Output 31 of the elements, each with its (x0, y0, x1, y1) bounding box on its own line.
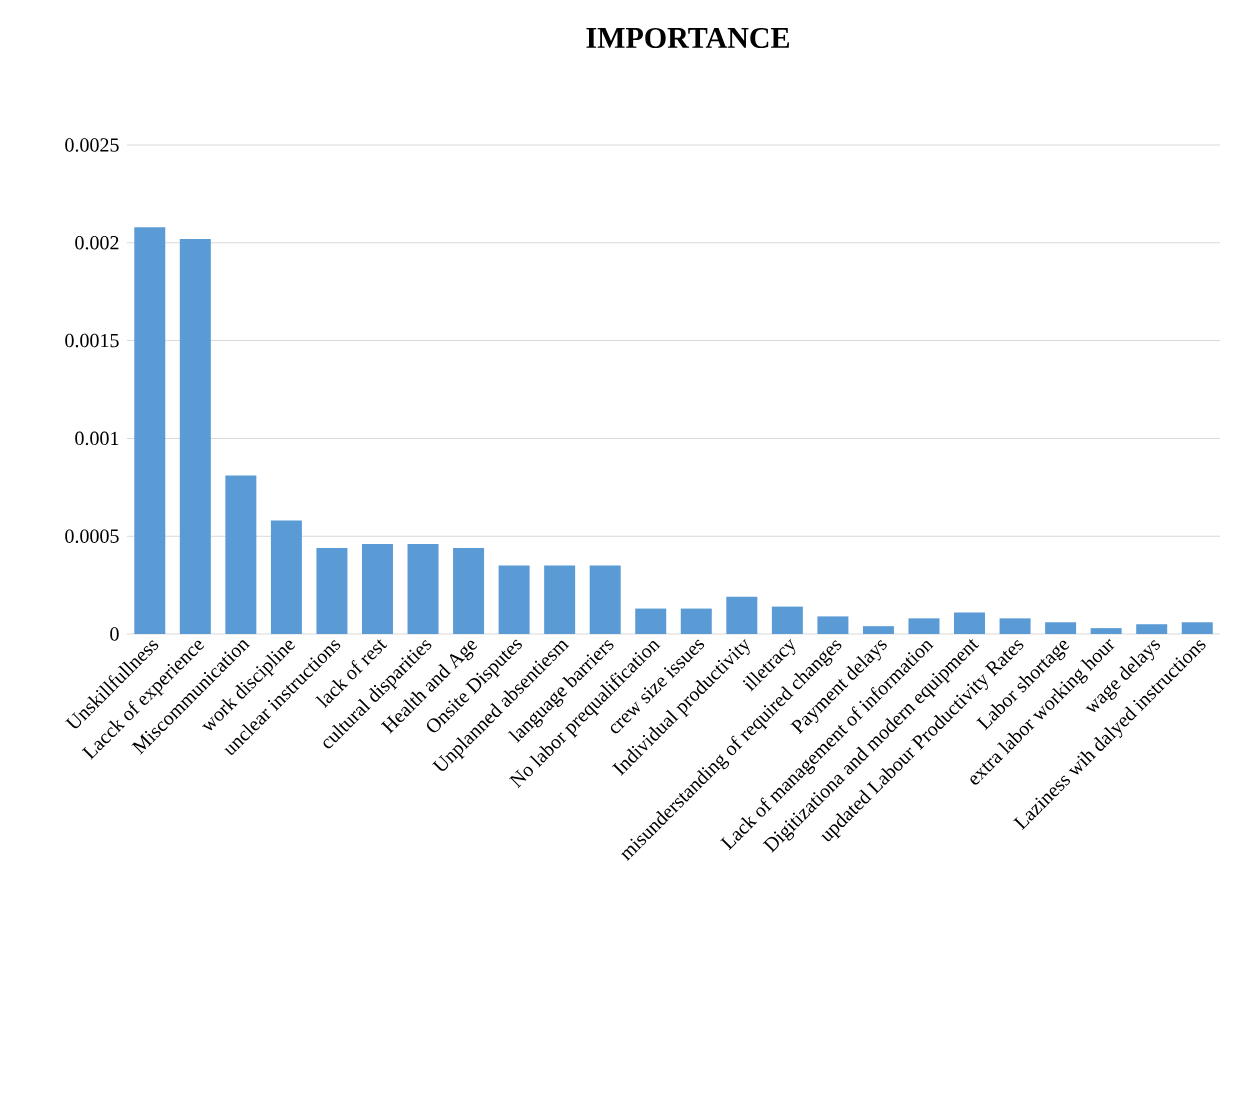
y-tick-label: 0.002 (75, 236, 119, 250)
bar (862, 626, 894, 634)
bar (270, 520, 302, 634)
bar (407, 544, 439, 634)
bar (1045, 622, 1077, 634)
bar (225, 475, 257, 634)
bar (453, 547, 485, 634)
bar (817, 616, 849, 634)
y-tick-label: 0.0025 (65, 138, 119, 152)
bar (954, 612, 986, 634)
bar (771, 606, 803, 634)
bar (726, 596, 758, 634)
bar (589, 565, 621, 634)
bar (999, 618, 1031, 634)
y-tick-label: 0.0005 (65, 529, 119, 543)
bar (1090, 628, 1122, 634)
bar (635, 608, 667, 634)
y-tick-label: 0 (110, 627, 119, 641)
y-tick-label: 0.001 (75, 431, 119, 446)
bar (361, 544, 393, 634)
bar (680, 608, 712, 634)
bar (544, 565, 576, 634)
bar (316, 547, 348, 634)
bar (908, 618, 940, 634)
bar (179, 238, 211, 634)
chart-title: IMPORTANCE (586, 27, 789, 49)
y-tick-label: 0.0015 (65, 333, 119, 348)
bar (1181, 622, 1213, 634)
bar (1136, 624, 1168, 634)
bar (498, 565, 530, 634)
bar (134, 227, 166, 634)
